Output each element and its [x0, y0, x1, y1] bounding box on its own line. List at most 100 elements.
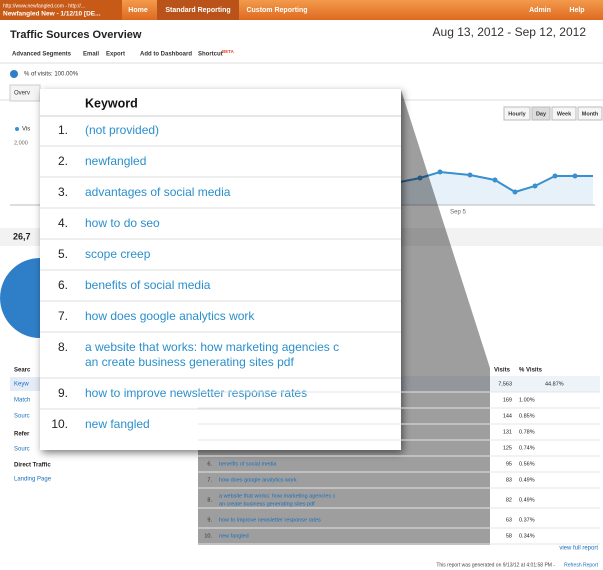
overlay-number: 10.: [51, 417, 68, 431]
row-number: 6.: [207, 461, 212, 467]
zoom-wedge: [198, 90, 490, 545]
nav-tab[interactable]: Custom Reporting: [246, 7, 307, 14]
side-nav-item[interactable]: Sourc: [14, 447, 30, 453]
overlay-keyword[interactable]: benefits of social media: [85, 278, 211, 292]
zoom-content: Keyword 1. (not provided) 2. newfangled 3. adv…: [40, 96, 401, 431]
nav-link[interactable]: Admin: [529, 7, 551, 14]
date-range[interactable]: Aug 13, 2012 - Sep 12, 2012: [433, 25, 587, 39]
row-keyword[interactable]: a website that works: how marketing agen…: [219, 493, 336, 499]
side-nav-item: Searc: [14, 368, 31, 374]
graph-button[interactable]: [577, 106, 603, 121]
overlay-keyword[interactable]: (not provided): [85, 123, 159, 137]
overlay-number: 2.: [58, 154, 68, 168]
row-visits: 7,563: [498, 381, 512, 387]
segment-icon: [10, 70, 18, 78]
column-header: Visits: [494, 368, 511, 374]
side-nav-item: Direct Traffic: [14, 463, 51, 469]
chart-dots: [417, 169, 578, 195]
toolbar-item[interactable]: Email: [83, 52, 99, 58]
graph-button-label[interactable]: Day: [536, 111, 547, 117]
view-full-report[interactable]: view full report: [559, 546, 598, 552]
row-visits: 58: [506, 533, 512, 539]
nav-tab[interactable]: Home: [128, 7, 148, 14]
nav-tab[interactable]: Standard Reporting: [165, 7, 230, 14]
y-label: 2,000: [14, 140, 28, 146]
overlay-keyword[interactable]: newfangled: [85, 154, 146, 168]
graph-button-label[interactable]: Hourly: [508, 111, 526, 117]
row-visits: 169: [503, 397, 512, 403]
overlay-number: 7.: [58, 309, 68, 323]
overlay-number: 3.: [58, 185, 68, 199]
report-tab[interactable]: Overv: [14, 91, 30, 97]
row-keyword[interactable]: how to improve newsletter response rates: [219, 517, 321, 523]
row-pct: 44.87%: [545, 381, 564, 387]
overlay-number: 4.: [58, 216, 68, 230]
overlay-number: 8.: [58, 340, 68, 354]
overlay-header: Keyword: [85, 96, 138, 110]
nav-selected: [10, 377, 40, 391]
overlay-keyword[interactable]: how to do seo: [85, 216, 160, 230]
side-nav-item[interactable]: Match: [14, 398, 30, 404]
row-pct: 0.74%: [519, 445, 535, 451]
row-visits: 82: [506, 497, 512, 503]
overlay-keyword[interactable]: a website that works: how marketing agen…: [85, 340, 339, 354]
overlay-number: 1.: [58, 123, 68, 137]
legend: Vis: [22, 127, 30, 133]
overlay-keyword[interactable]: new fangled: [85, 417, 150, 431]
overlay-number: 5.: [58, 247, 68, 261]
toolbar-item[interactable]: Add to Dashboard: [140, 52, 192, 58]
account-box[interactable]: [0, 0, 122, 20]
overlay-keyword[interactable]: how to improve newsletter response rates: [85, 386, 307, 400]
row-pct: 0.85%: [519, 413, 535, 419]
row-pct: 0.78%: [519, 429, 535, 435]
side-nav-item[interactable]: Keyw: [14, 382, 29, 388]
side-nav-item[interactable]: Landing Page: [14, 477, 52, 483]
pie-fragment: [0, 258, 41, 338]
graph-button[interactable]: [503, 106, 531, 121]
toolbar-item[interactable]: Shortcut: [198, 52, 223, 58]
legend-dot: [15, 127, 19, 131]
nav-link[interactable]: Help: [569, 7, 584, 14]
overlay-keyword[interactable]: an create business generating sites pdf: [85, 355, 294, 369]
account-name[interactable]: Newfangled New - 1/12/10 [DE...: [3, 11, 101, 18]
row-number: 7.: [207, 477, 212, 483]
overlay-keyword[interactable]: scope creep: [85, 247, 151, 261]
summary-value: 26,7: [13, 231, 31, 241]
account-url: http://www.newfangled.com - http://...: [3, 3, 85, 9]
page-title: Traffic Sources Overview: [10, 29, 142, 41]
graph-button[interactable]: [551, 106, 577, 121]
toolbar-item[interactable]: Export: [106, 52, 125, 58]
toolbar-item[interactable]: Advanced Segments: [12, 52, 72, 58]
refresh-link[interactable]: Refresh Report: [564, 562, 599, 568]
top-bar: [0, 0, 603, 20]
active-tab-bg: [157, 0, 239, 20]
chart-area: [400, 172, 593, 205]
row-visits: 83: [506, 477, 512, 483]
overlay-keyword[interactable]: advantages of social media: [85, 185, 231, 199]
graph-button[interactable]: [531, 106, 551, 121]
column-header: % Visits: [519, 368, 543, 374]
overlay-keyword[interactable]: how does google analytics work: [85, 309, 255, 323]
graph-button-label[interactable]: Month: [582, 111, 599, 117]
row-visits: 144: [503, 413, 512, 419]
row-number: 9.: [207, 517, 212, 523]
row-pct: 0.34%: [519, 533, 535, 539]
row-number: 10.: [204, 533, 212, 539]
row-keyword[interactable]: an create business generating sites pdf: [219, 501, 315, 507]
row-visits: 95: [506, 461, 512, 467]
row-pct: 0.49%: [519, 497, 535, 503]
row-pct: 0.49%: [519, 477, 535, 483]
row-keyword[interactable]: benefits of social media: [219, 461, 277, 467]
chart-line: [399, 170, 593, 194]
graph-button-label[interactable]: Week: [557, 111, 572, 117]
side-nav-item[interactable]: Sourc: [14, 414, 30, 420]
overlay-number: 9.: [58, 386, 68, 400]
row-keyword[interactable]: new fangled: [219, 533, 249, 539]
beta-badge: BETA: [222, 49, 235, 54]
overlay-number: 6.: [58, 278, 68, 292]
row-visits: 63: [506, 517, 512, 523]
row-visits: 131: [503, 429, 512, 435]
row-pct: 1.00%: [519, 397, 535, 403]
row-keyword[interactable]: how does google analytics work: [219, 477, 297, 483]
